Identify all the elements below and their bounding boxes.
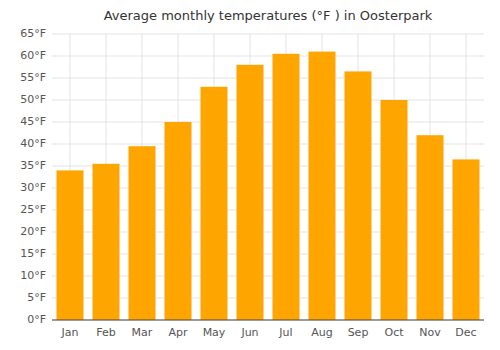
y-tick-label: 50°F [20, 93, 46, 106]
y-grid-line [52, 122, 484, 123]
bar [345, 71, 372, 320]
x-tick-label: Sep [348, 326, 369, 339]
bar [57, 170, 84, 320]
x-tick-label: Oct [384, 326, 404, 339]
y-tick-label: 35°F [20, 159, 46, 172]
bar [381, 100, 408, 320]
y-tick-label: 10°F [20, 269, 46, 282]
x-tick-label: Jun [240, 326, 258, 339]
y-tick-label: 15°F [20, 247, 46, 260]
bar [129, 146, 156, 320]
y-tick-label: 65°F [20, 27, 46, 40]
x-tick-label: Apr [168, 326, 188, 339]
y-axis: 0°F 5°F 10°F 15°F 20°F 25°F 30°F 35°F 40°F 45°F 50… [20, 27, 484, 326]
y-tick-label: 60°F [20, 49, 46, 62]
chart-container: 0°F 5°F 10°F 15°F 20°F 25°F 30°F 35°F 40°F 45°F 50… [0, 0, 500, 350]
x-axis-line [52, 320, 484, 321]
x-tick-label: Aug [311, 326, 332, 339]
y-tick-label: 40°F [20, 137, 46, 150]
bar [165, 122, 192, 320]
y-tick-label: 0°F [27, 313, 46, 326]
y-tick-label: 55°F [20, 71, 46, 84]
y-tick-label: 5°F [27, 291, 46, 304]
y-grid-line [52, 100, 484, 101]
page: Chart html, body { margin: 0; padding: 0… [0, 0, 500, 350]
x-tick-label: Nov [419, 326, 441, 339]
bars [57, 52, 480, 320]
bar [93, 164, 120, 320]
bar [309, 52, 336, 320]
y-grid-line [52, 34, 484, 35]
y-grid-line [52, 78, 484, 79]
x-tick-label: Jan [61, 326, 79, 339]
bar [417, 135, 444, 320]
y-tick-label: 45°F [20, 115, 46, 128]
y-grid-line [52, 56, 484, 57]
y-tick-label: 20°F [20, 225, 46, 238]
x-tick-label: Jul [278, 326, 292, 339]
bar [453, 159, 480, 320]
y-tick-label: 30°F [20, 181, 46, 194]
x-tick-label: Feb [96, 326, 115, 339]
bar [201, 87, 228, 320]
page-body: {"chart_data": {"type": "bar", "title": … [0, 0, 500, 350]
chart-svg: 0°F 5°F 10°F 15°F 20°F 25°F 30°F 35°F 40°F 45°F 50… [0, 0, 500, 350]
y-grid-line [52, 320, 484, 321]
x-tick-label: May [203, 326, 226, 339]
bar [273, 54, 300, 320]
x-tick-label: Mar [132, 326, 153, 339]
bar [237, 65, 264, 320]
y-tick-label: 25°F [20, 203, 46, 216]
x-tick-label: Dec [455, 326, 476, 339]
chart-title: Average monthly temperatures (°F ) in Oo… [104, 8, 433, 23]
x-axis: Jan Feb Mar Apr May Jun Jul Aug Sep Oct Nov Dec [61, 34, 477, 339]
